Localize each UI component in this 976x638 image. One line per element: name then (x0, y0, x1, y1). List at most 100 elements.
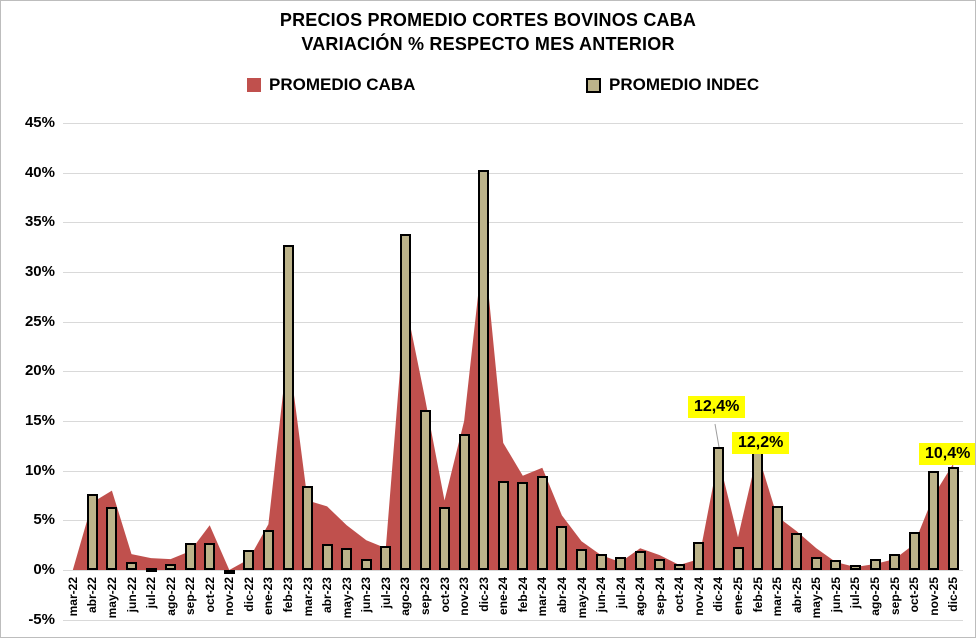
indec-bar (634, 551, 646, 570)
indec-bar (380, 546, 392, 570)
gridline (63, 371, 963, 372)
gridline (63, 570, 963, 571)
legend-label-caba: PROMEDIO CABA (269, 75, 416, 94)
indec-bar (302, 485, 314, 570)
x-axis-tick: mar-24 (535, 577, 550, 617)
x-axis-tick: abr-23 (320, 577, 335, 614)
x-axis-tick: oct-22 (202, 577, 217, 613)
x-axis-tick: dic-25 (946, 577, 961, 612)
indec-bar (243, 550, 255, 570)
y-axis-tick: 30% (24, 263, 55, 280)
indec-bar (126, 562, 137, 570)
caba-legend-swatch-icon (247, 78, 261, 92)
indec-bar (497, 480, 509, 570)
x-axis-tick: jun-24 (594, 577, 608, 613)
chart-title: PRECIOS PROMEDIO CORTES BOVINOS CABA VAR… (1, 8, 975, 56)
x-axis-tick: jul-24 (613, 577, 628, 609)
indec-bar (223, 570, 235, 574)
indec-bar (752, 448, 764, 570)
indec-bar (889, 554, 900, 570)
indec-bar (145, 568, 157, 572)
gridline (63, 620, 963, 621)
y-axis-tick: 15% (24, 412, 55, 429)
indec-bar (439, 507, 450, 570)
indec-bar (771, 505, 783, 570)
x-axis-tick: ago-22 (163, 577, 178, 616)
x-axis-tick: mar-22 (65, 577, 80, 617)
x-axis-tick: oct-25 (907, 577, 922, 613)
y-axis-tick: 20% (24, 362, 55, 379)
indec-bar (849, 565, 861, 570)
x-axis-tick: nov-22 (222, 577, 237, 616)
gridline (63, 272, 963, 273)
gridline (63, 421, 963, 422)
x-axis-tick: feb-24 (515, 577, 530, 613)
x-axis-tick: feb-23 (281, 577, 295, 613)
x-axis-tick: abr-22 (85, 577, 100, 614)
indec-bar (654, 559, 666, 570)
x-axis-tick: may-25 (809, 577, 824, 619)
indec-bar (556, 526, 568, 570)
indec-bar (869, 559, 881, 570)
gridline (63, 123, 963, 124)
x-axis-tick: sep-24 (652, 577, 667, 616)
x-axis-tick: nov-23 (457, 577, 472, 616)
indec-bar (341, 548, 353, 570)
x-axis-tick: jul-22 (144, 577, 158, 609)
x-axis-tick: jul-23 (378, 577, 393, 609)
indec-bar (184, 543, 196, 570)
x-axis-tick: sep-25 (887, 577, 902, 616)
indec-bar (830, 560, 842, 570)
gridline (63, 173, 963, 174)
indec-bar (86, 493, 98, 570)
indec-bar (693, 542, 705, 570)
indec-bar (106, 507, 118, 570)
x-axis-tick: ene-24 (496, 577, 511, 616)
x-axis-tick: nov-25 (926, 577, 941, 616)
x-axis-tick: feb-25 (750, 577, 765, 613)
indec-bar (536, 475, 548, 570)
annotation-leader-line (714, 423, 720, 448)
y-axis-tick: 10% (24, 462, 55, 479)
x-axis-tick: oct-24 (672, 577, 687, 613)
x-axis-tick: ago-24 (633, 577, 648, 616)
gridline (63, 322, 963, 323)
caba-area-series (72, 244, 954, 571)
x-axis-tick: ene-23 (261, 577, 276, 616)
x-axis-tick: jun-25 (828, 577, 843, 613)
indec-bar (576, 549, 587, 570)
x-axis-tick: mar-25 (770, 577, 785, 617)
x-axis-tick: ago-25 (868, 577, 882, 616)
x-axis-tick: may-23 (339, 577, 354, 619)
indec-bar (595, 554, 607, 570)
x-axis-tick: may-22 (104, 577, 119, 619)
indec-bar (517, 481, 529, 570)
x-axis-tick: jun-22 (124, 577, 139, 613)
y-axis-tick: -5% (28, 611, 55, 628)
y-axis-tick: 0% (33, 561, 55, 578)
y-axis-tick: 45% (24, 114, 55, 131)
x-axis-tick: jul-25 (848, 577, 863, 609)
indec-bar (399, 234, 411, 570)
indec-bar (908, 532, 920, 570)
x-axis-tick: abr-25 (789, 577, 804, 614)
x-axis-tick: oct-23 (437, 577, 452, 613)
y-axis-tick: 25% (24, 313, 55, 330)
indec-bar (928, 470, 940, 570)
chart-title-line2: VARIACIÓN % RESPECTO MES ANTERIOR (301, 34, 675, 54)
x-axis-tick: mar-23 (300, 577, 315, 617)
legend-item-caba: PROMEDIO CABA (247, 75, 415, 95)
indec-bar (458, 434, 470, 570)
indec-bar (321, 544, 333, 570)
indec-bar (360, 559, 372, 570)
annotation-label: 12,4% (688, 396, 746, 418)
indec-bar (204, 543, 216, 570)
indec-bar (419, 410, 431, 570)
x-axis-tick: dic-22 (241, 577, 256, 612)
indec-bar (712, 446, 724, 570)
x-axis-tick: dic-23 (476, 577, 491, 612)
indec-bar (810, 557, 822, 570)
y-axis-tick: 5% (33, 511, 55, 528)
x-axis-tick: ene-25 (731, 577, 745, 616)
